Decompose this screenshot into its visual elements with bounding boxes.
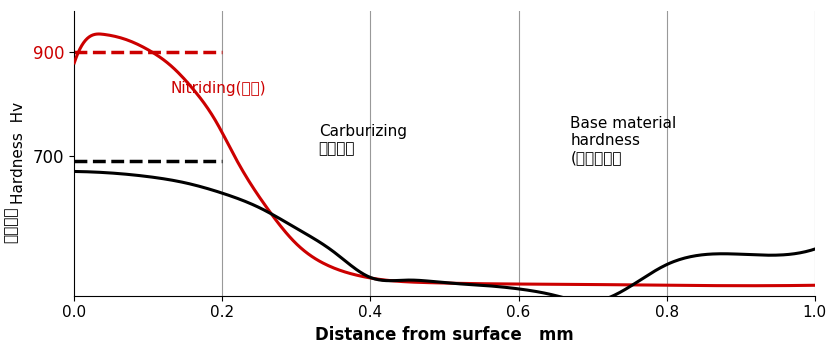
Y-axis label: Hardness  Hv: Hardness Hv — [11, 102, 26, 204]
Text: （确度）: （确度） — [4, 206, 18, 243]
Text: Nitriding(窒化): Nitriding(窒化) — [171, 81, 266, 96]
X-axis label: Distance from surface   mm: Distance from surface mm — [315, 326, 574, 344]
Text: Base material
hardness
(母材硬度）: Base material hardness (母材硬度） — [571, 115, 677, 165]
Text: Carburizing
（浸炭）: Carburizing （浸炭） — [318, 124, 406, 157]
